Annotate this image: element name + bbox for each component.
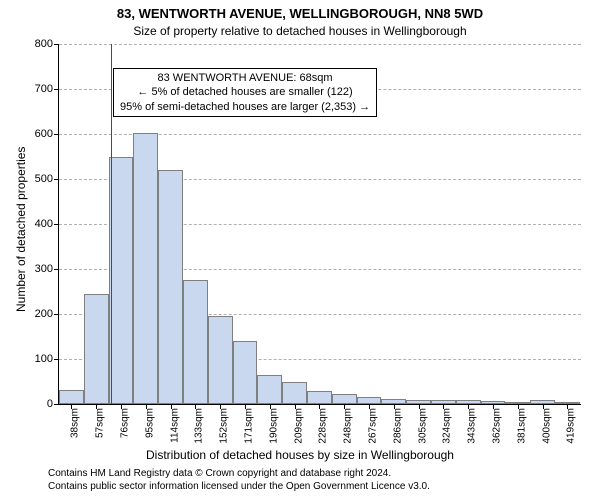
x-tick-label: 324sqm xyxy=(442,404,453,448)
histogram-bar xyxy=(208,316,233,404)
y-tick-label: 100 xyxy=(35,353,59,365)
annotation-line: ← 5% of detached houses are smaller (122… xyxy=(120,85,370,99)
x-tick-label: 419sqm xyxy=(566,404,577,448)
x-tick-label: 38sqm xyxy=(70,404,81,448)
marker-line xyxy=(111,44,112,404)
histogram-bar xyxy=(282,382,307,405)
y-tick-label: 300 xyxy=(35,263,59,275)
footnote-line: Contains public sector information licen… xyxy=(48,481,430,494)
x-tick-label: 400sqm xyxy=(541,404,552,448)
y-tick-label: 500 xyxy=(35,173,59,185)
histogram-bar xyxy=(133,133,158,404)
x-tick-label: 152sqm xyxy=(219,404,230,448)
plot-area: 010020030040050060070080038sqm57sqm76sqm… xyxy=(58,44,581,405)
x-axis-label: Distribution of detached houses by size … xyxy=(0,448,600,462)
histogram-bar xyxy=(357,397,382,404)
footnote-line: Contains HM Land Registry data © Crown c… xyxy=(48,468,430,481)
x-tick-label: 190sqm xyxy=(268,404,279,448)
histogram-bar xyxy=(158,170,183,404)
chart-title: 83, WENTWORTH AVENUE, WELLINGBOROUGH, NN… xyxy=(0,6,600,21)
y-gridline xyxy=(59,44,581,45)
x-tick-label: 267sqm xyxy=(367,404,378,448)
x-tick-label: 228sqm xyxy=(318,404,329,448)
x-tick-label: 209sqm xyxy=(293,404,304,448)
chart-container: 83, WENTWORTH AVENUE, WELLINGBOROUGH, NN… xyxy=(0,0,600,500)
y-tick-label: 400 xyxy=(35,218,59,230)
x-tick-label: 57sqm xyxy=(95,404,106,448)
histogram-bar xyxy=(307,391,332,405)
x-tick-label: 305sqm xyxy=(417,404,428,448)
annotation-box: 83 WENTWORTH AVENUE: 68sqm← 5% of detach… xyxy=(113,68,377,117)
histogram-bar xyxy=(233,341,258,404)
histogram-bar xyxy=(332,394,357,404)
x-tick-label: 286sqm xyxy=(392,404,403,448)
x-tick-label: 248sqm xyxy=(343,404,354,448)
y-tick-label: 0 xyxy=(47,398,59,410)
annotation-line: 83 WENTWORTH AVENUE: 68sqm xyxy=(120,71,370,85)
y-tick-label: 600 xyxy=(35,128,59,140)
x-tick-label: 76sqm xyxy=(119,404,130,448)
x-tick-label: 171sqm xyxy=(243,404,254,448)
x-tick-label: 133sqm xyxy=(194,404,205,448)
y-axis-label: Number of detached properties xyxy=(14,147,28,312)
histogram-bar xyxy=(183,280,208,404)
x-tick-label: 95sqm xyxy=(144,404,155,448)
histogram-bar xyxy=(109,157,134,404)
histogram-bar xyxy=(59,390,84,404)
annotation-line: 95% of semi-detached houses are larger (… xyxy=(120,100,370,114)
x-tick-label: 381sqm xyxy=(516,404,527,448)
chart-subtitle: Size of property relative to detached ho… xyxy=(0,24,600,38)
x-tick-label: 114sqm xyxy=(169,404,180,448)
footnote: Contains HM Land Registry data © Crown c… xyxy=(48,468,430,493)
y-tick-label: 700 xyxy=(35,83,59,95)
histogram-bar xyxy=(84,294,109,404)
y-tick-label: 200 xyxy=(35,308,59,320)
x-tick-label: 362sqm xyxy=(491,404,502,448)
histogram-bar xyxy=(257,375,282,404)
x-tick-label: 343sqm xyxy=(467,404,478,448)
y-tick-label: 800 xyxy=(35,38,59,50)
